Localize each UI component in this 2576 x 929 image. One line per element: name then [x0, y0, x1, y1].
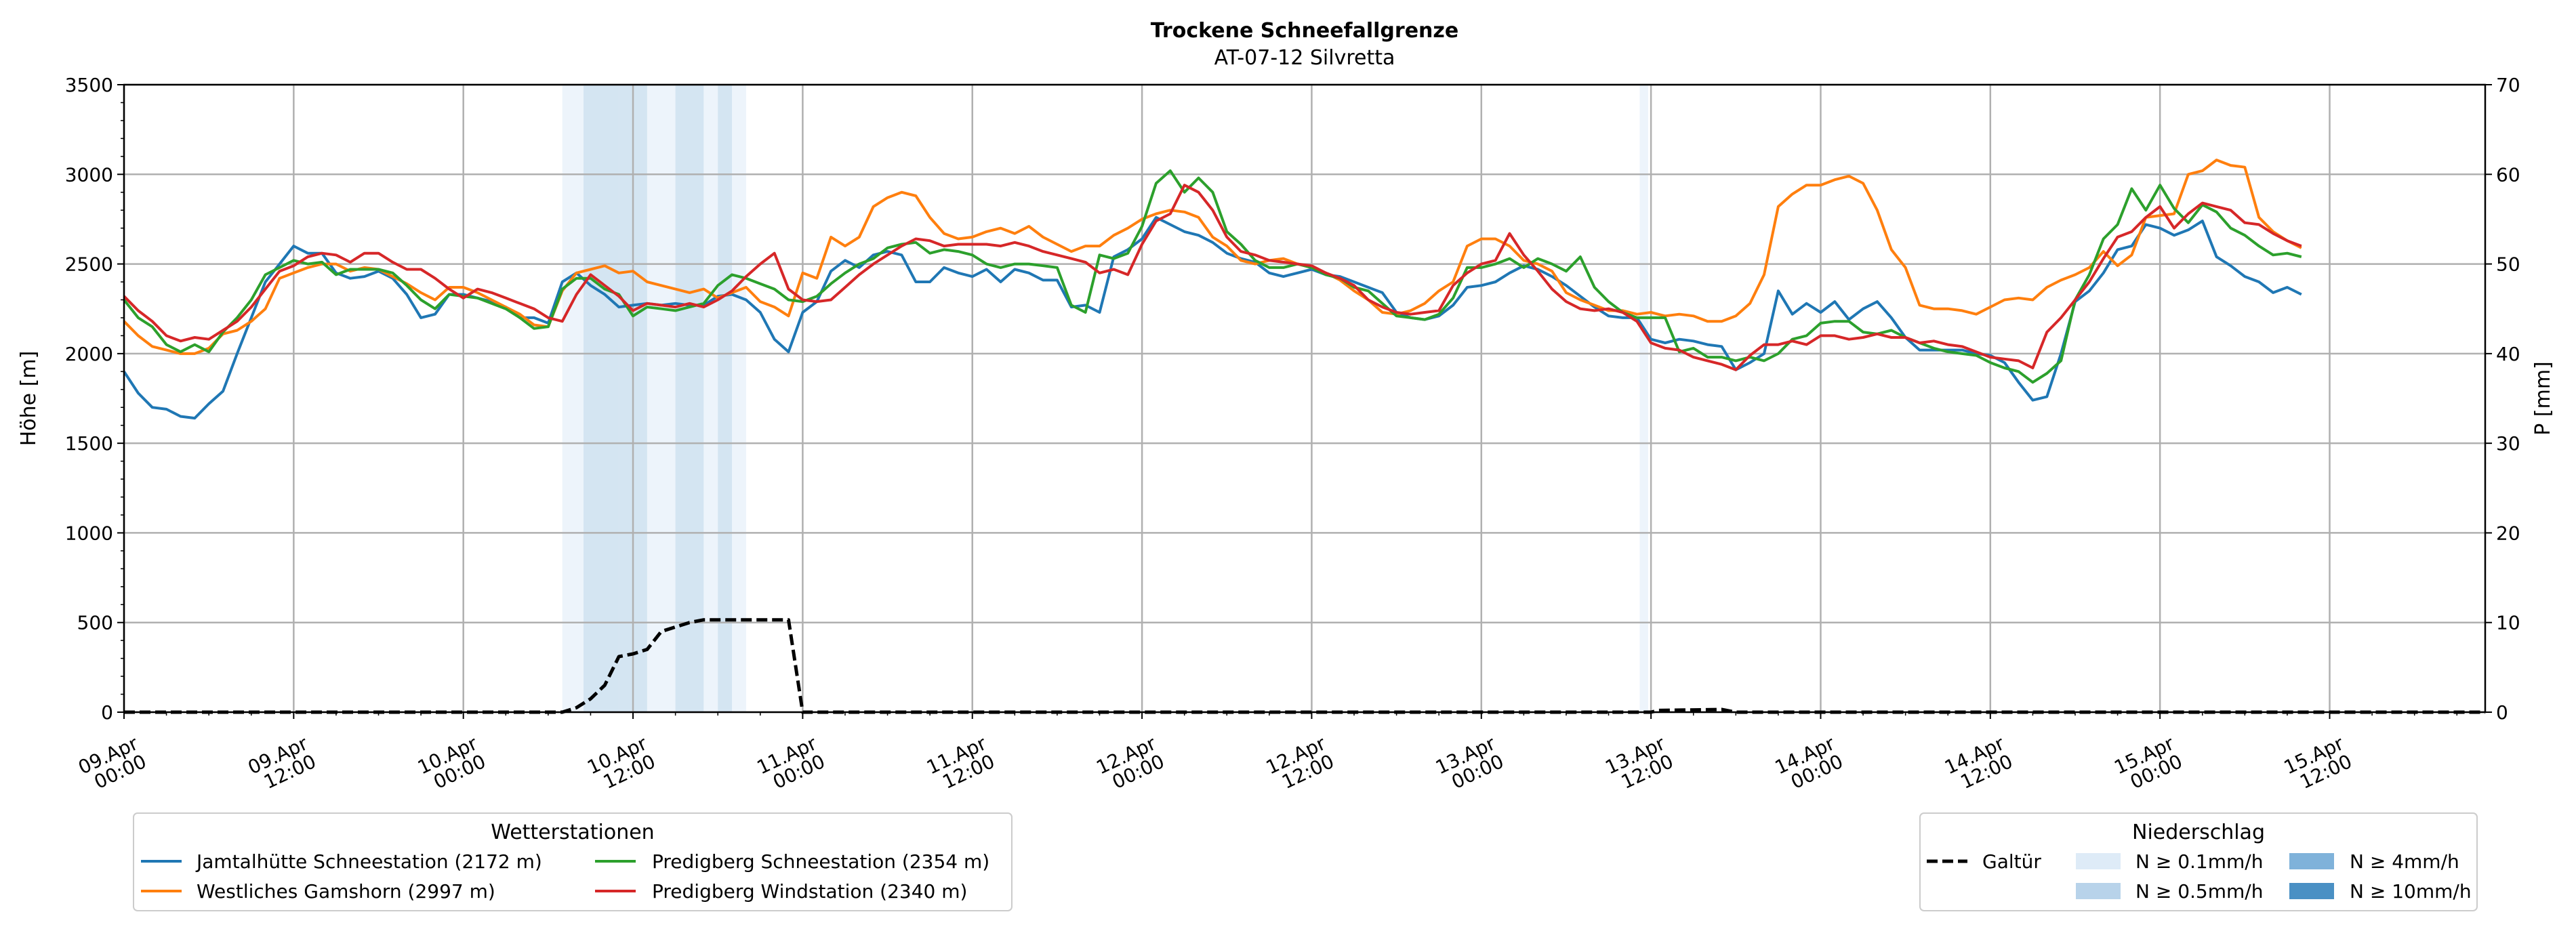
x-tick-label-8: 13.Apr00:00 [1432, 732, 1507, 797]
x-tick-label-9: 13.Apr12:00 [1602, 732, 1677, 797]
legend-label-jamtal: Jamtalhütte Schneestation (2172 m) [195, 850, 542, 873]
legend-precip: Niederschlag Galtür N ≥ 0.1mm/h N ≥ 0.5m… [1919, 812, 2478, 911]
precip-band-3 [647, 85, 676, 712]
y-axis-left-label: Höhe [m] [17, 351, 41, 447]
legend-label-galtuer: Galtür [1982, 850, 2041, 873]
precip-band-6 [718, 85, 733, 712]
legend-swatch-bin-2 [2289, 853, 2334, 869]
x-tick-label-11: 14.Apr12:00 [1941, 732, 2016, 797]
x-tick-label-4: 11.Apr00:00 [754, 732, 829, 797]
legend-swatch-bin-0 [2076, 853, 2121, 869]
y-tick-label-left-5: 2500 [65, 253, 113, 276]
legend-precip-frame [1919, 812, 2478, 911]
y-tick-label-right-5: 50 [2496, 253, 2520, 276]
y-tick-label-left-7: 3500 [65, 74, 113, 96]
series-line-1 [123, 159, 2302, 355]
y-axis-right-label: P [mm] [2531, 361, 2555, 435]
chart-title: Trockene Schneefallgrenze [1151, 19, 1458, 43]
y-tick-label-right-3: 30 [2496, 432, 2520, 455]
plot-frame [123, 83, 2487, 714]
series-line-3 [123, 184, 2302, 371]
legend-precip-title: Niederschlag [2132, 821, 2265, 844]
legend-label-predig-wind: Predigberg Windstation (2340 m) [652, 880, 967, 903]
series-line-0 [123, 215, 2302, 420]
y-tick-label-right-1: 10 [2496, 612, 2520, 634]
legend-label-bin-2: N ≥ 4mm/h [2350, 850, 2459, 873]
y-tick-label-left-0: 0 [101, 701, 113, 724]
y-ticks-right: 0 10 20 30 40 50 60 70 [2485, 74, 2520, 724]
y-tick-label-left-4: 2000 [65, 343, 113, 365]
precip-band-4 [675, 85, 704, 712]
y-ticks-left: 0 500 1000 1500 2000 2500 3000 3500 [65, 74, 124, 724]
x-tick-label-13: 15.Apr12:00 [2281, 732, 2356, 797]
legend-stations-title: Wetterstationen [491, 821, 654, 844]
x-tick-label-12: 15.Apr00:00 [2111, 732, 2186, 797]
grid-lines [123, 83, 2485, 714]
series-line-2 [123, 169, 2302, 384]
y-tick-label-left-6: 3000 [65, 163, 113, 186]
x-tick-label-0: 09.Apr00:00 [75, 732, 150, 797]
precip-bands [562, 85, 1648, 712]
y-tick-label-left-1: 500 [77, 612, 113, 634]
precip-band-8 [1639, 85, 1648, 712]
y-tick-label-right-0: 0 [2496, 701, 2508, 724]
x-tick-label-2: 10.Apr00:00 [414, 732, 489, 797]
legend-stations: Wetterstationen Jamtalhütte Schneestatio… [133, 812, 1013, 911]
x-tick-label-10: 14.Apr00:00 [1772, 732, 1847, 797]
chart-subtitle: AT-07-12 Silvretta [1214, 46, 1395, 70]
legend-label-gamshorn: Westliches Gamshorn (2997 m) [197, 880, 495, 903]
legend-label-predig-schnee: Predigberg Schneestation (2354 m) [652, 850, 989, 873]
legend-swatch-bin-3 [2289, 883, 2334, 899]
y-tick-label-right-6: 60 [2496, 163, 2520, 186]
x-tick-label-5: 11.Apr12:00 [923, 732, 998, 797]
x-tick-label-6: 12.Apr00:00 [1092, 732, 1168, 797]
x-ticks: 09.Apr00:00 09.Apr12:00 10.Apr00:00 10.Apr1… [75, 712, 2458, 797]
legend-swatch-bin-1 [2076, 883, 2121, 899]
y-tick-label-right-7: 70 [2496, 74, 2520, 96]
y-tick-label-right-2: 20 [2496, 522, 2520, 544]
precip-band-7 [732, 85, 746, 712]
legend-label-bin-1: N ≥ 0.5mm/h [2135, 880, 2263, 903]
series-lines [123, 159, 2485, 714]
legend-stations-frame [133, 812, 1013, 911]
legend-label-bin-0: N ≥ 0.1mm/h [2135, 850, 2263, 873]
legend-label-bin-3: N ≥ 10mm/h [2350, 880, 2472, 903]
x-tick-label-7: 12.Apr12:00 [1263, 732, 1338, 797]
x-tick-label-1: 09.Apr12:00 [245, 732, 320, 797]
y-tick-label-left-2: 1000 [65, 522, 113, 544]
precip-band-1 [584, 85, 619, 712]
y-tick-label-left-3: 1500 [65, 432, 113, 455]
precip-band-5 [703, 85, 718, 712]
y-tick-label-right-4: 40 [2496, 343, 2520, 365]
precip-band-0 [562, 85, 584, 712]
series-line-4 [124, 618, 2485, 714]
x-tick-label-3: 10.Apr12:00 [584, 732, 659, 797]
